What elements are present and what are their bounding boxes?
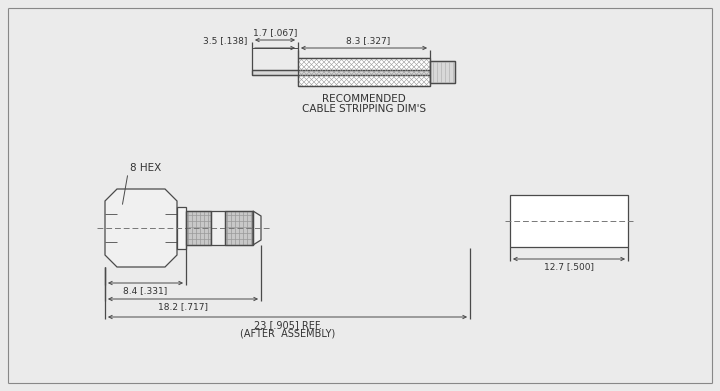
Bar (298, 58, 430, 86)
Bar (252, 70, 430, 75)
Bar (225, 211, 253, 245)
Bar (186, 211, 211, 245)
Bar (298, 58, 430, 86)
Text: 18.2 [.717]: 18.2 [.717] (158, 302, 208, 311)
Text: 1.7 [.067]: 1.7 [.067] (253, 28, 297, 37)
Bar (186, 211, 211, 245)
Polygon shape (105, 189, 177, 267)
Text: 3.5 [.138]: 3.5 [.138] (202, 36, 247, 45)
Bar (225, 211, 253, 245)
Text: CABLE STRIPPING DIM'S: CABLE STRIPPING DIM'S (302, 104, 426, 114)
Text: 12.7 [.500]: 12.7 [.500] (544, 262, 594, 271)
Text: 8.4 [.331]: 8.4 [.331] (123, 286, 168, 295)
Text: RECOMMENDED: RECOMMENDED (322, 94, 406, 104)
Text: (AFTER  ASSEMBLY): (AFTER ASSEMBLY) (240, 329, 335, 339)
Bar (430, 61, 455, 83)
Bar (177, 207, 186, 249)
Bar (510, 195, 628, 247)
Bar (211, 211, 225, 245)
Text: 8.3 [.327]: 8.3 [.327] (346, 36, 390, 45)
Bar (430, 61, 455, 83)
Polygon shape (253, 211, 261, 245)
Text: 23 [.905] REF.: 23 [.905] REF. (253, 320, 321, 330)
Text: 8 HEX: 8 HEX (130, 163, 161, 173)
